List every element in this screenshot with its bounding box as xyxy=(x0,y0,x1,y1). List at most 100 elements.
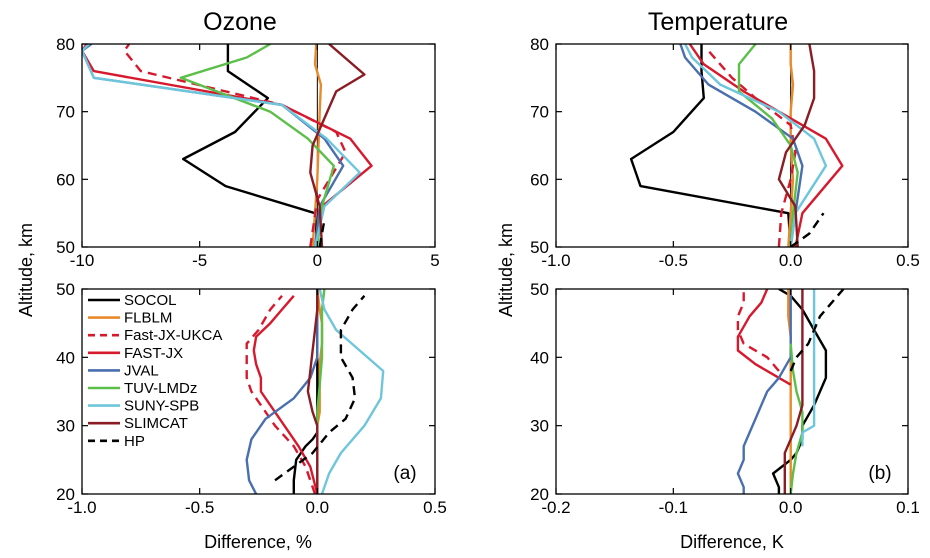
legend: SOCOLFLBLMFast-JX-UKCAFAST-JXJVALTUV-LMD… xyxy=(88,292,222,450)
x-tick-label: -5 xyxy=(192,251,207,270)
series-line-suny-spb xyxy=(801,289,816,447)
x-tick-label: 0.0 xyxy=(306,498,330,517)
series-line-socol xyxy=(181,44,319,247)
series-line-slimcat xyxy=(783,289,804,494)
y-tick-label: 50 xyxy=(56,238,75,257)
panel-ozone-lower: -1.0 -0.5 0.0 0.5 20 30 40 50 xyxy=(56,280,447,517)
x-tick-label: 0 xyxy=(313,251,322,270)
x-axis-label-temperature: Difference, K xyxy=(680,532,784,552)
legend-item-hp: HP xyxy=(88,433,145,450)
legend-item-fast-jx-ukca: Fast-JX-UKCA xyxy=(88,327,222,344)
x-tick-label: -10 xyxy=(70,251,95,270)
series-line-suny-spb xyxy=(82,44,361,247)
legend-label: FLBLM xyxy=(124,310,172,327)
y-tick-label: 60 xyxy=(56,170,75,189)
y-tick-label: 30 xyxy=(530,417,549,436)
series-line-hp xyxy=(274,295,366,482)
legend-label: SLIMCAT xyxy=(124,415,188,432)
series-line-tuv-lmdz xyxy=(179,44,335,247)
series-line-socol xyxy=(771,289,828,494)
series-line-fast-jx xyxy=(736,289,792,386)
legend-label: Fast-JX-UKCA xyxy=(124,327,222,344)
series-line-hp xyxy=(318,219,326,247)
legend-item-flblm: FLBLM xyxy=(88,310,172,327)
legend-label: SOCOL xyxy=(124,292,177,309)
x-tick-label: -0.5 xyxy=(185,498,214,517)
series-line-socol xyxy=(292,289,319,494)
x-tick-label: 0.1 xyxy=(896,498,920,517)
series-line-slimcat xyxy=(309,44,366,247)
x-tick-label: 0.0 xyxy=(779,498,803,517)
legend-label: JVAL xyxy=(124,362,159,379)
y-tick-label: 40 xyxy=(56,348,75,367)
series-line-fast-jx-ukca xyxy=(245,295,317,494)
y-tick-label: 70 xyxy=(530,103,549,122)
x-axis-label-ozone: Difference, % xyxy=(204,532,312,552)
y-tick-label: 20 xyxy=(56,485,75,504)
y-axis-label-right: Altitude, km xyxy=(496,223,516,317)
x-tick-label: -0.2 xyxy=(541,498,570,517)
legend-label: TUV-LMDz xyxy=(124,380,197,397)
series-line-slimcat xyxy=(777,44,816,247)
legend-label: HP xyxy=(124,433,145,450)
panel-ozone-upper: -10 -5 0 5 50 60 70 80 xyxy=(56,35,440,270)
legend-item-slimcat: SLIMCAT xyxy=(88,415,188,432)
panel-label-b: (b) xyxy=(868,463,891,484)
panel-temperature-upper: -1.0 -0.5 0.0 0.5 50 60 70 80 xyxy=(530,35,920,270)
legend-item-suny-spb: SUNY-SPB xyxy=(88,398,199,415)
x-tick-label: 0.5 xyxy=(896,251,920,270)
plot-frame xyxy=(555,43,909,248)
y-tick-label: 60 xyxy=(530,170,549,189)
y-tick-label: 40 xyxy=(530,348,549,367)
series-line-hp xyxy=(789,212,825,247)
series-line-tuv-lmdz xyxy=(737,44,799,247)
series-line-fast-jx xyxy=(688,44,844,247)
series-group xyxy=(245,289,385,494)
legend-item-jval: JVAL xyxy=(88,362,159,379)
series-group xyxy=(629,44,844,247)
x-tick-label: 0.5 xyxy=(423,498,447,517)
series-line-jval xyxy=(679,44,804,247)
series-group xyxy=(736,289,845,494)
x-tick-label: 5 xyxy=(430,251,439,270)
series-group xyxy=(82,44,373,247)
x-tick-label: 0.0 xyxy=(779,251,803,270)
plot-frame xyxy=(555,288,909,495)
y-tick-label: 50 xyxy=(530,280,549,299)
series-line-fast-jx-ukca xyxy=(707,50,797,247)
panel-temperature-lower: -0.2 -0.1 0.0 0.1 20 30 40 50 xyxy=(530,280,920,517)
series-line-hp xyxy=(789,289,845,372)
chart-title-temperature: Temperature xyxy=(648,8,788,36)
series-line-jval xyxy=(736,289,792,494)
legend-label: SUNY-SPB xyxy=(124,398,199,415)
legend-item-socol: SOCOL xyxy=(88,292,177,309)
chart-title-ozone: Ozone xyxy=(203,8,277,36)
x-tick-label: -1.0 xyxy=(67,498,96,517)
y-axis-label-left: Altitude, km xyxy=(16,223,36,317)
y-tick-label: 80 xyxy=(530,35,549,54)
legend-item-tuv-lmdz: TUV-LMDz xyxy=(88,380,197,397)
x-tick-label: -1.0 xyxy=(541,251,570,270)
y-tick-label: 30 xyxy=(56,417,75,436)
plot-frame xyxy=(81,43,436,248)
series-line-suny-spb xyxy=(684,44,828,247)
legend-item-fast-jx: FAST-JX xyxy=(88,345,183,362)
y-tick-label: 20 xyxy=(530,485,549,504)
series-line-slimcat xyxy=(306,289,319,494)
series-line-tuv-lmdz xyxy=(789,343,804,494)
y-tick-label: 80 xyxy=(56,35,75,54)
legend-label: FAST-JX xyxy=(124,345,183,362)
y-tick-label: 50 xyxy=(56,280,75,299)
series-line-fast-jx xyxy=(252,295,319,494)
panel-label-a: (a) xyxy=(393,463,416,484)
y-tick-label: 70 xyxy=(56,103,75,122)
series-line-fast-jx-ukca xyxy=(736,289,780,372)
series-line-jval xyxy=(245,289,319,494)
x-tick-label: -0.1 xyxy=(659,498,688,517)
plot-frame xyxy=(81,288,436,495)
x-tick-label: -0.5 xyxy=(659,251,688,270)
y-tick-label: 50 xyxy=(530,238,549,257)
series-line-suny-spb xyxy=(318,289,385,494)
series-line-jval xyxy=(82,44,345,247)
